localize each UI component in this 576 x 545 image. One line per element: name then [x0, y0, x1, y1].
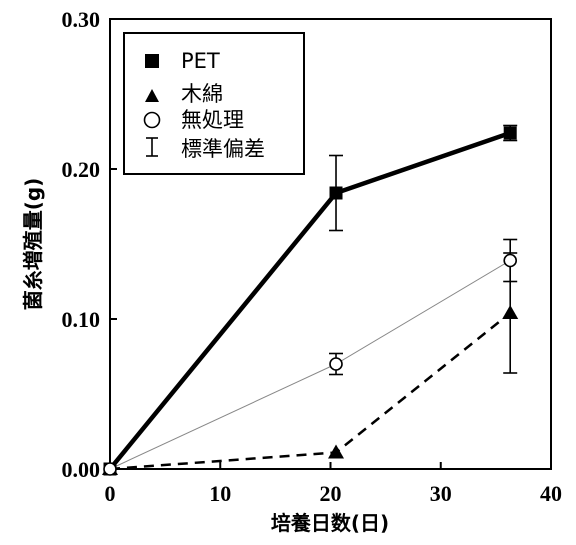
x-tick-label: 40 [540, 481, 562, 506]
data-point-square [329, 186, 343, 200]
series-line-1 [109, 312, 511, 471]
data-point-circle [103, 462, 117, 476]
series-line-2 [109, 260, 511, 470]
data-point-square [503, 126, 517, 140]
legend-label-cotton: 木綿 [181, 82, 223, 106]
data-point-triangle [328, 444, 345, 459]
legend-label-untreated: 無処理 [181, 108, 244, 132]
data-point-circle [503, 253, 518, 268]
series-line-0 [108, 130, 511, 471]
y-tick-label: 0.30 [62, 7, 101, 32]
legend: PET 木綿 無処理 標準偏差 [123, 32, 305, 175]
legend-errorbar-icon [146, 137, 158, 157]
y-axis-label: 菌糸増殖量(g) [21, 178, 45, 311]
x-tick-label: 20 [320, 481, 342, 506]
legend-cotton-triangle-icon [145, 89, 159, 102]
markers [102, 126, 519, 476]
legend-label-pet: PET [181, 49, 220, 73]
data-point-triangle [502, 305, 519, 319]
y-tick-label: 0.10 [62, 307, 101, 332]
x-tick-label: 30 [430, 481, 452, 506]
data-point-circle [329, 357, 343, 371]
x-tick-label: 10 [209, 481, 231, 506]
legend-pet-square-icon [145, 54, 159, 68]
y-tick-label: 0.00 [62, 457, 101, 482]
series-lines [108, 130, 511, 471]
legend-label-std-dev: 標準偏差 [181, 137, 265, 161]
y-tick-label: 0.20 [62, 157, 101, 182]
x-axis-label: 培養日数(日) [271, 511, 389, 535]
axes: 0 10 20 30 40 0.00 0.10 0.20 0.30 [62, 7, 563, 506]
x-tick-label: 0 [105, 481, 116, 506]
legend-untreated-circle-icon [143, 111, 161, 129]
